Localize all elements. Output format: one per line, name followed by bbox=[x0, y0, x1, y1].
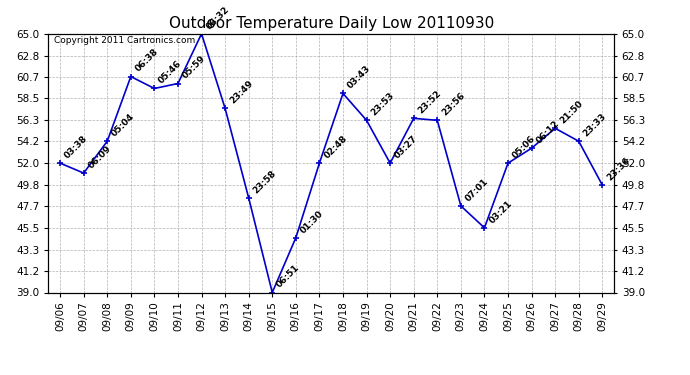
Text: 03:21: 03:21 bbox=[487, 198, 514, 225]
Text: 23:53: 23:53 bbox=[369, 91, 396, 117]
Text: 06:32: 06:32 bbox=[204, 4, 231, 31]
Text: 07:01: 07:01 bbox=[464, 177, 490, 203]
Text: 03:27: 03:27 bbox=[393, 134, 420, 160]
Text: 06:09: 06:09 bbox=[86, 144, 113, 170]
Text: 21:50: 21:50 bbox=[558, 99, 584, 126]
Text: 06:38: 06:38 bbox=[134, 47, 160, 74]
Text: 23:49: 23:49 bbox=[228, 79, 255, 106]
Text: 05:06: 05:06 bbox=[511, 134, 538, 160]
Text: 23:58: 23:58 bbox=[251, 169, 278, 195]
Text: 23:36: 23:36 bbox=[605, 156, 632, 182]
Title: Outdoor Temperature Daily Low 20110930: Outdoor Temperature Daily Low 20110930 bbox=[168, 16, 494, 31]
Text: 05:46: 05:46 bbox=[157, 59, 184, 86]
Text: 01:30: 01:30 bbox=[299, 209, 325, 235]
Text: 03:43: 03:43 bbox=[346, 64, 373, 91]
Text: 05:59: 05:59 bbox=[181, 54, 208, 81]
Text: Copyright 2011 Cartronics.com: Copyright 2011 Cartronics.com bbox=[54, 36, 195, 45]
Text: 23:56: 23:56 bbox=[440, 91, 466, 117]
Text: 03:38: 03:38 bbox=[63, 134, 90, 160]
Text: 06:12: 06:12 bbox=[534, 119, 561, 146]
Text: 06:51: 06:51 bbox=[275, 263, 302, 290]
Text: 23:33: 23:33 bbox=[582, 112, 608, 138]
Text: 02:48: 02:48 bbox=[322, 134, 349, 160]
Text: 23:52: 23:52 bbox=[417, 89, 443, 116]
Text: 05:04: 05:04 bbox=[110, 112, 137, 138]
